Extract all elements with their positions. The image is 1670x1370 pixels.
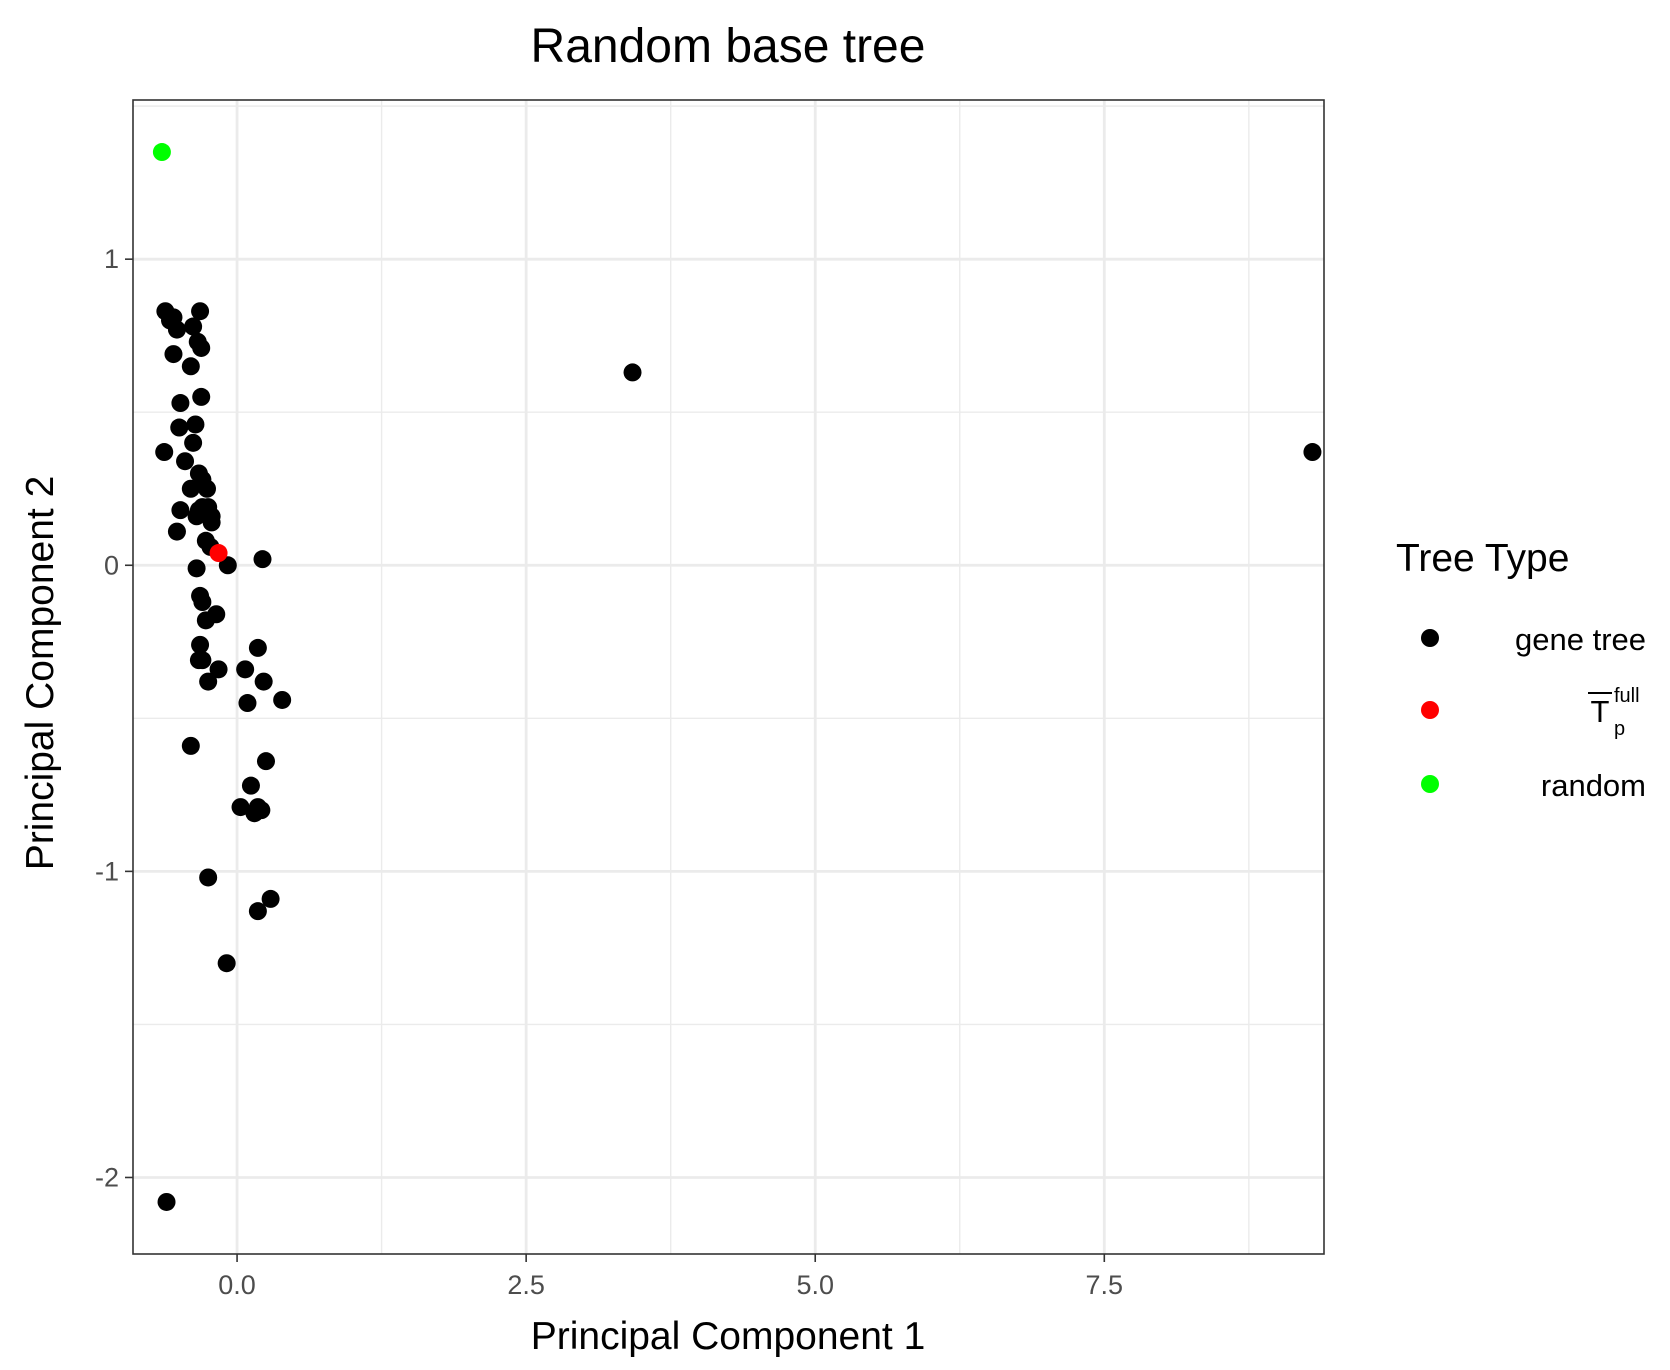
point-gene-tree — [184, 317, 203, 336]
point-gene-tree — [217, 954, 236, 973]
point-gene-tree — [167, 320, 186, 339]
y-axis-title: Principal Component 2 — [19, 476, 62, 871]
point-gene-tree — [248, 638, 267, 657]
x-axis-title: Principal Component 1 — [531, 1315, 926, 1358]
grid-minor — [133, 100, 1324, 1254]
legend-label-tp-full: T full p — [1588, 685, 1640, 740]
x-axis: 0.0 2.5 5.0 7.5 — [218, 1254, 1123, 1300]
legend: Tree Type gene tree T full p random — [1396, 537, 1646, 803]
x-tick-label: 0.0 — [218, 1270, 256, 1300]
point-gene-tree — [181, 736, 200, 755]
point-gene-tree — [231, 798, 250, 817]
legend-label-tp-full-subscript: p — [1614, 718, 1625, 740]
x-tick-label: 7.5 — [1086, 1270, 1124, 1300]
point-gene-tree — [623, 363, 642, 382]
point-gene-tree — [241, 776, 260, 795]
legend-label-random: random — [1541, 768, 1646, 803]
legend-title: Tree Type — [1396, 537, 1569, 580]
point-random — [152, 143, 171, 162]
point-gene-tree — [256, 752, 275, 771]
point-gene-tree — [191, 302, 210, 321]
point-gene-tree — [236, 660, 255, 679]
panel-border — [132, 99, 1325, 1255]
point-gene-tree — [238, 694, 257, 713]
point-gene-tree — [254, 672, 273, 691]
point-gene-tree — [164, 345, 183, 364]
point-gene-tree — [191, 635, 210, 654]
y-tick-label: -2 — [95, 1162, 119, 1192]
legend-label-tp-full-superscript: full — [1614, 685, 1640, 707]
legend-key-tp-full — [1421, 701, 1439, 719]
point-gene-tree — [218, 556, 237, 575]
point-gene-tree — [252, 801, 271, 820]
point-gene-tree — [155, 443, 174, 462]
y-tick-label: -1 — [95, 856, 119, 886]
legend-label-tp-full-base: T — [1591, 694, 1610, 729]
x-tick-label: 2.5 — [507, 1270, 545, 1300]
point-gene-tree — [248, 902, 267, 921]
point-gene-tree — [209, 660, 228, 679]
legend-label-gene-tree: gene tree — [1515, 622, 1646, 657]
point-gene-tree — [192, 338, 211, 357]
point-tp-full — [209, 544, 228, 563]
x-tick-label: 5.0 — [796, 1270, 834, 1300]
point-gene-tree — [167, 522, 186, 541]
point-gene-tree — [253, 550, 272, 569]
grid-major — [133, 100, 1324, 1254]
point-gene-tree — [157, 1192, 176, 1211]
y-axis: 1 0 -1 -2 — [95, 244, 133, 1192]
data-points — [152, 143, 1322, 1211]
point-gene-tree — [261, 889, 280, 908]
point-gene-tree — [184, 433, 203, 452]
point-gene-tree — [192, 387, 211, 406]
point-gene-tree — [181, 479, 200, 498]
point-gene-tree — [273, 690, 292, 709]
point-gene-tree — [199, 868, 218, 887]
y-tick-label: 1 — [104, 244, 119, 274]
point-gene-tree — [198, 479, 217, 498]
point-gene-tree — [196, 611, 215, 630]
point-gene-tree — [202, 513, 221, 532]
legend-key-random — [1421, 775, 1439, 793]
point-gene-tree — [170, 418, 189, 437]
point-gene-tree — [193, 651, 212, 670]
plot-panel — [132, 99, 1325, 1255]
y-tick-label: 0 — [104, 550, 119, 580]
point-gene-tree — [186, 415, 205, 434]
point-gene-tree — [176, 452, 195, 471]
point-gene-tree — [187, 507, 206, 526]
legend-key-gene-tree — [1421, 629, 1439, 647]
point-gene-tree — [171, 501, 190, 520]
point-gene-tree — [181, 357, 200, 376]
point-gene-tree — [171, 394, 190, 413]
point-gene-tree — [1303, 443, 1322, 462]
point-gene-tree — [199, 672, 218, 691]
chart-title: Random base tree — [531, 20, 926, 73]
point-gene-tree — [193, 593, 212, 612]
point-gene-tree — [187, 559, 206, 578]
